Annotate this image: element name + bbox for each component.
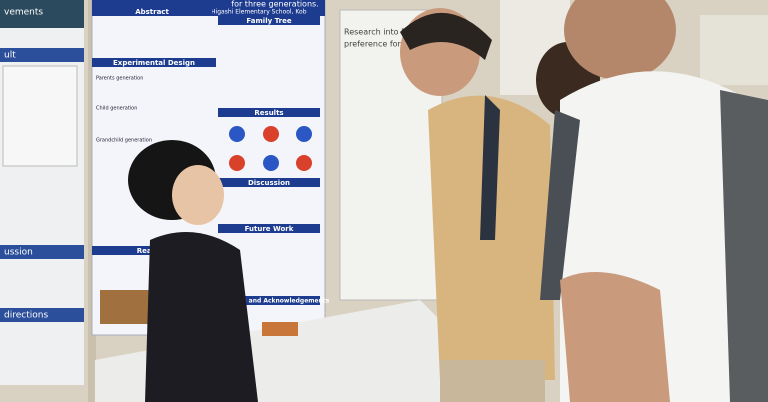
section-band: [218, 108, 320, 117]
section-heading: Family Tree: [246, 17, 291, 25]
heading: ussion: [4, 248, 33, 258]
backpack: [720, 90, 768, 402]
heading: ult: [4, 51, 16, 61]
backpack-strap: [540, 110, 580, 300]
heading: directions: [4, 311, 48, 321]
photo-inset: [100, 290, 150, 324]
section-heading: Discussion: [248, 179, 290, 187]
section-heading: Experimental Design: [113, 59, 195, 67]
man-head: [564, 0, 676, 80]
poster-author: Nagai, Ibuki Higashi Elementary School, …: [173, 9, 306, 16]
generation-label: Parents generation: [96, 76, 143, 82]
section-heading: Future Work: [245, 225, 294, 233]
man-hair: [400, 12, 492, 60]
poster-band: [0, 245, 84, 259]
booklet: [262, 322, 298, 336]
section-band: [92, 58, 216, 67]
section-band: [218, 178, 320, 187]
section-heading: References and Acknowledgements: [209, 298, 330, 305]
man-pants: [440, 360, 545, 402]
poster-band: [0, 48, 84, 62]
generation-label: Grandchild generation: [96, 138, 152, 144]
boy-face: [172, 165, 224, 225]
section-heading: Results: [254, 109, 283, 117]
heading: vements: [4, 8, 43, 18]
poster-title: preference for the: [344, 40, 417, 49]
arm: [560, 272, 670, 402]
poster-title: for three generations.: [231, 0, 318, 9]
section-band: [92, 7, 212, 16]
boy-suit: [145, 232, 258, 402]
poster-band: [0, 0, 84, 28]
back-poster: [700, 15, 768, 85]
section-band: [218, 224, 320, 233]
table: [2, 65, 78, 167]
poster-band: [0, 308, 84, 322]
section-band: [218, 16, 320, 25]
section-heading: Abstract: [135, 8, 169, 16]
section-band: [218, 296, 320, 305]
pie-icons: [229, 126, 312, 171]
generation-label: Child generation: [96, 106, 137, 112]
poster-title: Research into Phoebis: [344, 28, 432, 37]
backpack-strap: [480, 95, 500, 240]
